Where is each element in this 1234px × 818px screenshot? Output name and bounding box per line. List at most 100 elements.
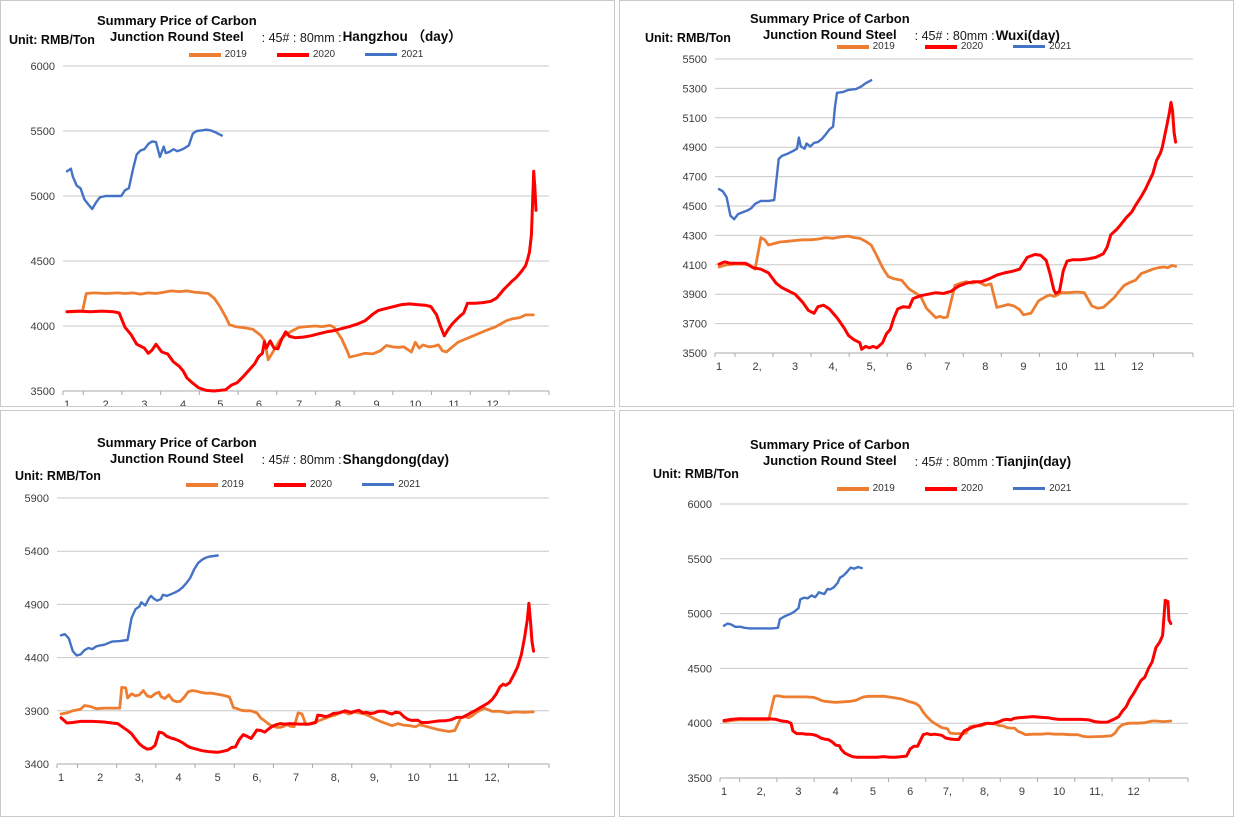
legend-2021-label: 2021	[398, 479, 421, 490]
chart-title-line1: Summary Price of Carbon	[97, 435, 257, 450]
x-axis-tick-label: 4	[180, 399, 186, 406]
legend: 2019 2020 2021	[715, 41, 1193, 52]
legend-item-2020: 2020	[276, 49, 336, 60]
chart-title-line2: Junction Round Steel	[763, 27, 897, 42]
y-axis-tick-label: 3900	[683, 289, 707, 301]
x-axis-tick-label: 10	[408, 772, 420, 784]
x-axis-tick-label: 8,	[980, 786, 989, 798]
legend-2019-line-swatch	[836, 44, 869, 49]
y-axis-tick-label: 5400	[25, 546, 49, 558]
y-axis-tick-label: 4000	[688, 718, 712, 730]
x-axis-tick-label: 1	[721, 786, 727, 798]
y-axis-tick-label: 5500	[688, 554, 712, 566]
y-axis-tick-label: 4400	[25, 653, 49, 665]
x-axis-tick-label: 9	[374, 399, 380, 406]
x-axis-tick-label: 5,	[217, 399, 226, 406]
plot-area-shangdong: 5900 5400 4900 4400 3900 3400 1 2 3, 4 5 6, 7 8, 9, 10 1…	[25, 493, 550, 784]
x-axis-tick-label: 3	[141, 399, 147, 406]
y-axis-tick-label: 3500	[31, 386, 55, 398]
x-axis-tick-label: 11,	[1089, 786, 1103, 798]
y-axis-tick-label: 3500	[688, 773, 712, 785]
series-2019-line	[717, 234, 1177, 320]
legend-2019-label: 2019	[224, 49, 247, 60]
y-axis-tick-label: 4900	[25, 599, 49, 611]
legend-2021-line-swatch	[365, 53, 398, 56]
legend-item-2019: 2019	[836, 41, 895, 52]
x-axis-tick-label: 10	[1053, 786, 1065, 798]
unit-label: Unit: RMB/Ton	[9, 33, 95, 47]
x-axis-tick-label: 7	[296, 399, 302, 406]
x-axis-tick-label: 6	[907, 786, 913, 798]
chart-city-label: Tianjin(day)	[995, 454, 1072, 469]
y-axis-tick-label: 5100	[683, 113, 707, 125]
x-axis-tick-label: 11	[1094, 361, 1105, 373]
x-axis-tick-label: 4	[175, 772, 181, 784]
x-axis-tick-label: 2,	[757, 786, 766, 798]
x-axis-tick-label: 5	[215, 772, 221, 784]
chart-title-line1: Summary Price of Carbon	[750, 437, 910, 452]
legend-item-2020: 2020	[924, 41, 983, 52]
chart-spec-label: : 45# : 80mm :	[261, 453, 342, 467]
legend-item-2019: 2019	[188, 49, 247, 60]
y-axis-tick-label: 5500	[683, 54, 707, 66]
plot-area-wuxi: 5500 5300 5100 4900 4700 4500 4300 4100 3900 3700…	[683, 54, 1194, 373]
chart-title: Summary Price of Carbon Junction Round S…	[750, 11, 1060, 43]
chart-panel-tianjin: Summary Price of Carbon Junction Round S…	[619, 410, 1234, 817]
legend-2021-line-swatch	[362, 483, 395, 486]
x-axis-tick-label: 1	[58, 772, 64, 784]
x-axis-tick-label: 7,	[943, 786, 952, 798]
chart-title: Summary Price of Carbon Junction Round S…	[97, 13, 462, 45]
x-axis-tick-label: 2	[103, 399, 109, 406]
x-axis-tick-label: 9,	[370, 772, 379, 784]
series-2019-line	[65, 289, 535, 362]
chart-title-main: Summary Price of Carbon Junction Round S…	[750, 437, 910, 469]
x-axis-tick-label: 6	[906, 361, 912, 373]
y-axis-tick-label: 5900	[25, 493, 49, 505]
legend-item-2021: 2021	[1013, 41, 1071, 52]
chart-panel-hangzhou: Summary Price of Carbon Junction Round S…	[0, 0, 615, 407]
x-axis-tick-label: 7	[293, 772, 299, 784]
unit-label: Unit: RMB/Ton	[645, 31, 731, 45]
unit-label: Unit: RMB/Ton	[653, 467, 739, 481]
series-2019-line	[59, 685, 535, 733]
chart-title-main: Summary Price of Carbon Junction Round S…	[97, 435, 257, 467]
legend-2020-label: 2020	[960, 483, 984, 494]
y-axis-tick-label: 4300	[683, 230, 707, 242]
legend-2019-label: 2019	[872, 483, 895, 494]
y-axis-tick-label: 4100	[683, 260, 707, 272]
x-axis-tick-label: 3	[795, 786, 801, 798]
y-axis-tick-label: 5500	[31, 126, 55, 138]
x-axis-tick-label: 1	[716, 361, 722, 373]
legend-2021-line-swatch	[1013, 45, 1046, 48]
chart-spec-label: : 45# : 80mm :	[914, 29, 995, 43]
y-axis-tick-label: 4000	[31, 321, 55, 333]
y-axis-tick-label: 4500	[688, 663, 712, 675]
series-2021-line	[717, 79, 873, 221]
chart-title: Summary Price of Carbon Junction Round S…	[97, 435, 449, 467]
y-axis-tick-label: 4500	[683, 201, 707, 213]
y-axis-tick-label: 3400	[25, 759, 49, 771]
chart-title-line2: Junction Round Steel	[110, 451, 244, 466]
chart-title-line1: Summary Price of Carbon	[97, 13, 257, 28]
legend-item-2021: 2021	[365, 49, 423, 60]
legend-2021-label: 2021	[1049, 41, 1072, 52]
x-axis-tick-label: 9	[1020, 361, 1026, 373]
y-axis-tick-label: 3500	[683, 348, 707, 360]
series-2020-line	[722, 598, 1173, 759]
x-axis-tick-label: 12,	[484, 772, 499, 784]
x-axis-tick-label: 4	[833, 786, 839, 798]
chart-title-line2: Junction Round Steel	[763, 453, 897, 468]
series-2021-line	[59, 554, 219, 657]
chart-panel-wuxi: Summary Price of Carbon Junction Round S…	[619, 0, 1234, 407]
x-axis-tick-label: 8	[982, 361, 988, 373]
x-axis-tick-label: 2,	[752, 361, 761, 373]
x-axis-tick-label: 9	[1019, 786, 1025, 798]
legend-2020-label: 2020	[312, 49, 336, 60]
chart-title-main: Summary Price of Carbon Junction Round S…	[97, 13, 257, 45]
legend: 2019 2020 2021	[720, 483, 1188, 494]
x-axis-tick-label: 8	[335, 399, 341, 406]
chart-city-label: Wuxi(day)	[995, 28, 1060, 43]
plot-area-tianjin: 6000 5500 5000 4500 4000 3500 1 2, 3 4 5 6 7, 8, 9 10 11…	[688, 499, 1189, 798]
